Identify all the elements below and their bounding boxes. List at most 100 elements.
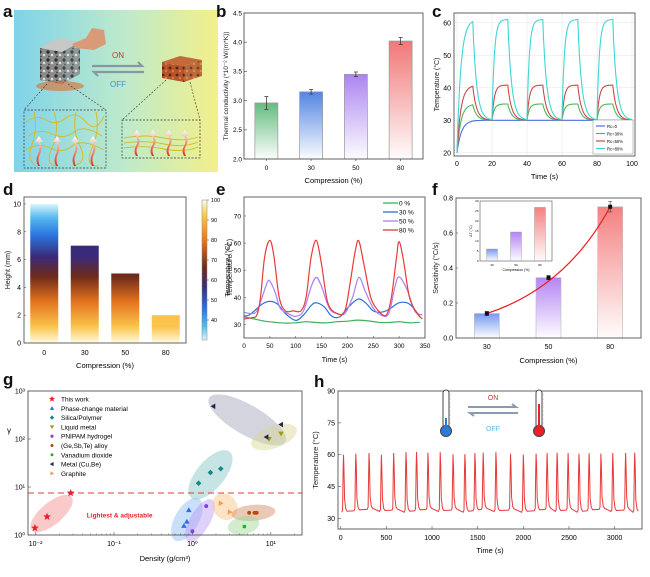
thermometer-level <box>445 418 447 428</box>
region-Metal (Cu,Be) <box>208 394 287 446</box>
chart-g-ashby-plot: Lightest & adjustable 10⁻² 10⁻¹ 10⁰ 10¹ 10⁰ 10… <box>7 389 303 563</box>
y-axis-label: Temperature (°C) <box>225 238 234 296</box>
x-tick-label: 300 <box>394 343 405 350</box>
x-tick-label: 50 <box>121 350 129 357</box>
plot-frame <box>337 390 643 530</box>
y-tick-label: 10² <box>15 437 26 444</box>
legend-label: 0 % <box>399 200 410 207</box>
bar-0 <box>254 102 279 160</box>
y-axis-label: Temperature (°C) <box>311 431 320 489</box>
x-tick-label: 80 <box>162 350 170 357</box>
marker-star <box>49 395 55 402</box>
y-tick-label: 10 <box>13 201 21 208</box>
legend-label: Rc=50% <box>607 139 623 144</box>
inset-bar-50 <box>510 231 522 262</box>
off-label: OFF <box>486 426 500 433</box>
x-tick-label: 200 <box>342 343 353 350</box>
inset-y-tick-label: 25 <box>475 209 479 213</box>
y-tick-label: 10⁰ <box>14 532 25 540</box>
marker-triangle-left <box>278 421 283 428</box>
marker-square <box>50 453 54 457</box>
chart-h-long-term-cycling: 0 500 1000 1500 2000 2500 3000 30 45 60 75 90 Time (… <box>311 389 643 555</box>
y-tick-label: 3.5 <box>233 69 242 76</box>
x-tick-label: 1500 <box>470 535 486 542</box>
x-tick-label: 10⁰ <box>187 540 198 548</box>
chart-e-temperature-cycles: 0 50 100 150 200 250 300 350 30 40 50 60 70 0 % 30 % 50… <box>225 196 431 364</box>
bar-0 <box>30 203 59 343</box>
y-tick-label: 60 <box>443 20 451 27</box>
x-tick-label: 0 <box>455 161 459 168</box>
y-tick-label: 8 <box>17 229 21 236</box>
region-This work <box>30 494 73 533</box>
marker-star <box>31 524 39 532</box>
series-line-Rc=30% <box>456 103 633 153</box>
legend-label: PNIPAM hydrogel <box>61 434 113 441</box>
marker-triangle-up <box>186 507 192 513</box>
y-tick-label: 30 <box>234 322 242 329</box>
y-axis-label: Temperature (°C) <box>433 58 441 112</box>
y-tick-label: 2 <box>17 313 21 320</box>
legend-label: Rc=0 <box>607 124 618 129</box>
region-Graphite <box>212 493 238 521</box>
fit-curve <box>486 206 611 315</box>
series-line-30% <box>243 298 421 321</box>
chart-c-simulated-temperature: 0 20 40 60 80 100 20 30 40 50 60 Rc=0 Rc=30% Rc=50% Rc… <box>433 12 638 181</box>
x-axis-label: Density (g/cm³) <box>140 554 191 563</box>
schematic-svg: ON OFF <box>14 10 218 172</box>
panel-label-f: f <box>432 180 438 199</box>
legend-label: Vanadium dioxide <box>61 452 113 459</box>
marker-circle <box>50 443 54 448</box>
bar-30 <box>474 313 500 339</box>
bar-80 <box>151 315 180 343</box>
marker-star <box>66 489 75 497</box>
x-tick-label: 0 <box>265 165 269 172</box>
marker-triangle-right <box>227 509 233 515</box>
cold-thermometer-icon <box>440 389 452 437</box>
panel-label-e: e <box>216 180 226 199</box>
x-tick-label: 30 <box>81 350 89 357</box>
panel-a-schematic: ON OFF <box>14 10 218 172</box>
y-tick-label: 90 <box>327 389 335 396</box>
chart-b-thermal-conductivity: 0 30 50 80 2.0 2.5 3.0 3.5 4.0 4.5 Compression (%)… <box>223 10 424 185</box>
colorbar-label: Temperature (°C) <box>224 243 232 297</box>
y-tick-label: 70 <box>234 213 242 220</box>
legend-label: 80 % <box>399 227 414 234</box>
compressed-network-inset <box>121 119 201 159</box>
legend-label: Liquid metal <box>61 424 97 431</box>
legend-label: Metal (Cu,Be) <box>61 462 101 469</box>
panel-label-a: a <box>3 2 13 21</box>
marker-circle <box>204 504 209 509</box>
bar-80 <box>597 206 623 339</box>
y-tick-label: 10³ <box>15 389 26 396</box>
colorbar <box>201 199 208 341</box>
marker-square <box>242 524 247 529</box>
marker-triangle-up <box>49 406 55 410</box>
legend-label: 50 % <box>399 218 414 225</box>
inset-y-tick-label: 0 <box>477 259 479 263</box>
colorbar-tick-label: 40 <box>211 318 217 324</box>
x-tick-label: 0 <box>339 535 343 542</box>
y-tick-label: 0.0 <box>443 336 453 343</box>
error-bar <box>398 37 403 45</box>
y-tick-label: 0.4 <box>443 266 453 273</box>
series-line-0% <box>243 316 420 324</box>
bar-50 <box>344 73 368 160</box>
bar-80 <box>388 40 413 160</box>
x-tick-label: 20 <box>488 161 496 168</box>
bar-50 <box>535 277 562 339</box>
x-tick-label: 3000 <box>607 535 623 542</box>
y-tick-label: 10¹ <box>15 485 26 492</box>
on-label: ON <box>112 51 124 60</box>
x-tick-label: 150 <box>316 343 327 350</box>
x-tick-label: 60 <box>558 161 566 168</box>
y-tick-label: 4.5 <box>233 10 242 17</box>
y-axis-label: Thermal conductivity (*10⁻² W/(m*K)) <box>223 32 230 141</box>
x-tick-label: 100 <box>626 161 638 168</box>
x-tick-label: 2500 <box>561 535 577 542</box>
series-line-Rc=50% <box>456 84 633 153</box>
colorbar-tick-label: 50 <box>211 298 217 304</box>
legend-label: This work <box>61 397 90 404</box>
error-bar <box>353 71 358 78</box>
marker-circle <box>190 529 195 534</box>
panel-label-b: b <box>216 2 227 21</box>
